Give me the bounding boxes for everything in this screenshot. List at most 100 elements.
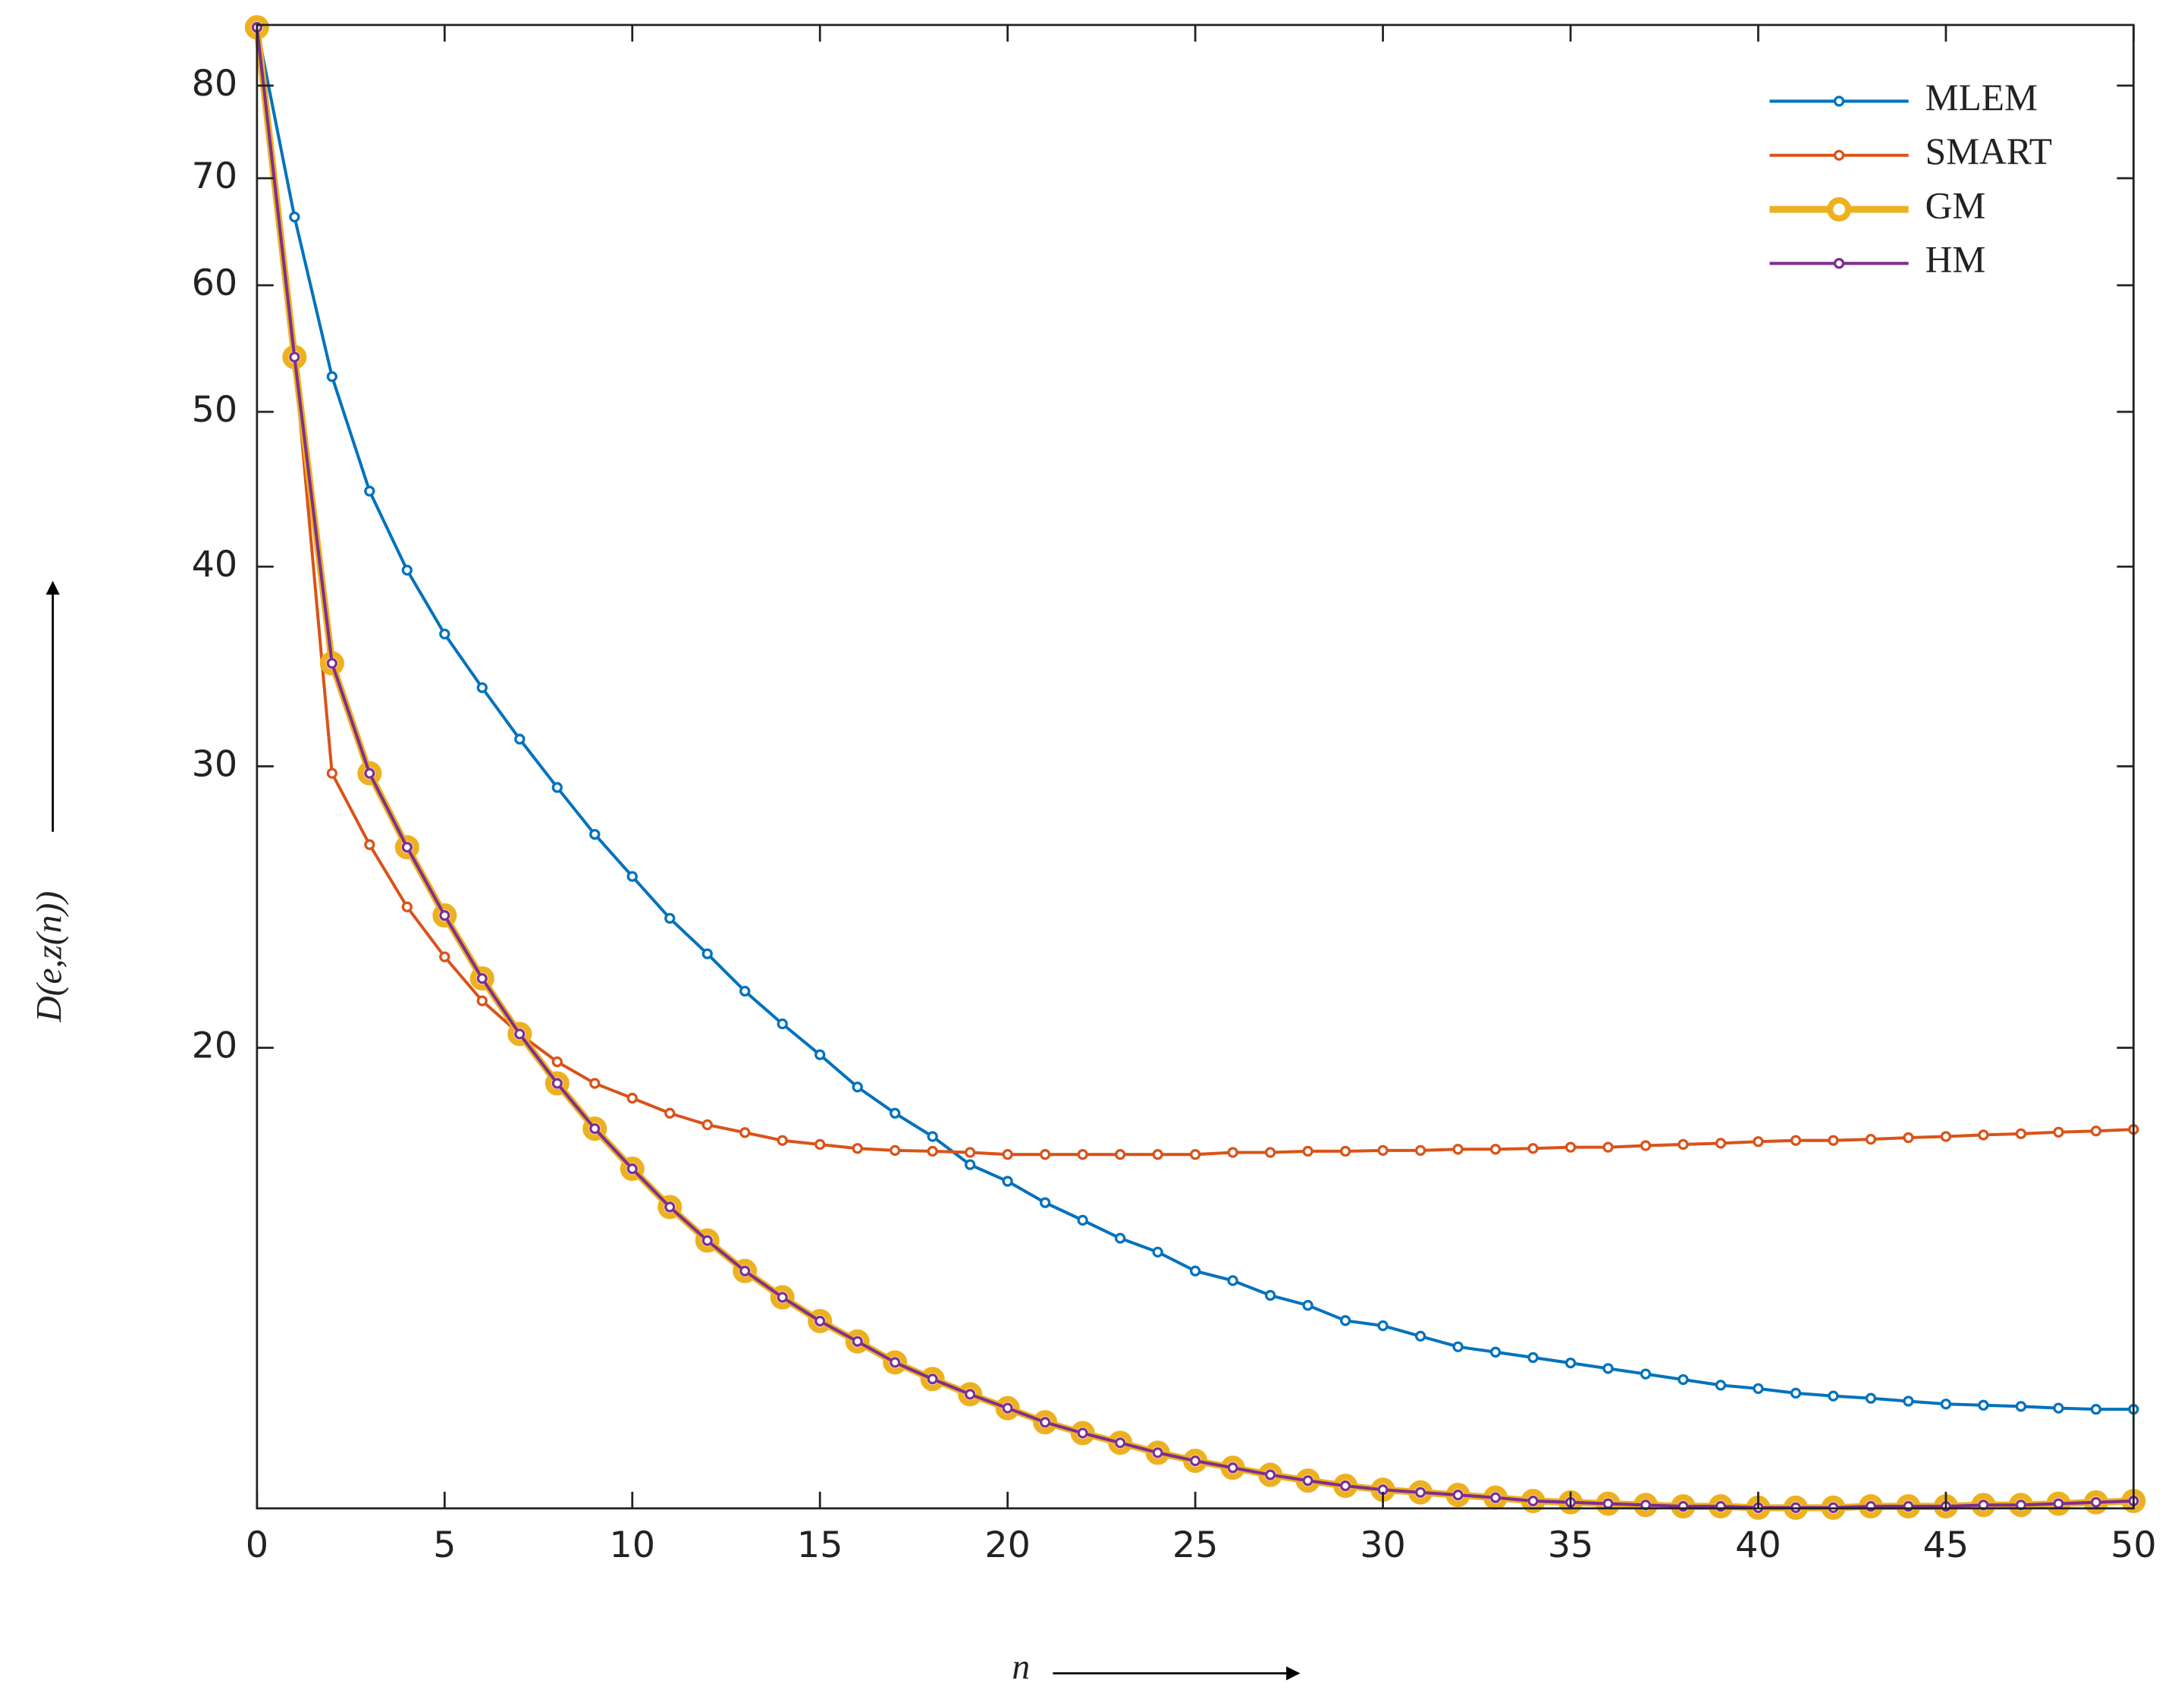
point: [551, 1056, 563, 1068]
point: [1715, 1380, 1727, 1391]
point: [514, 1028, 526, 1040]
point: [1264, 1147, 1276, 1158]
point: [1677, 1374, 1689, 1386]
point: [1077, 1427, 1088, 1439]
point: [1564, 1141, 1577, 1153]
x-tick-label: 0: [246, 1524, 268, 1566]
point: [1339, 1145, 1351, 1157]
axes-box: [256, 24, 2135, 1510]
point: [514, 733, 526, 745]
legend-label: GM: [1925, 184, 1986, 226]
point: [1227, 1462, 1238, 1474]
y-tick-label: 40: [192, 544, 238, 586]
point: [326, 371, 337, 382]
point: [1189, 1265, 1201, 1276]
point: [1940, 1399, 1952, 1410]
point: [2053, 1402, 2064, 1414]
point: [439, 951, 450, 962]
point: [1114, 1437, 1126, 1449]
point: [1677, 1138, 1689, 1151]
point: [1227, 1275, 1238, 1286]
point: [589, 828, 601, 840]
point: [364, 485, 375, 497]
point: [1077, 1214, 1088, 1226]
x-tick-label: 40: [1735, 1524, 1781, 1566]
point: [965, 1159, 976, 1170]
point: [664, 1107, 676, 1119]
point: [1040, 1197, 1051, 1208]
point: [2015, 1128, 2027, 1139]
point: [852, 1082, 863, 1093]
point: [2090, 1404, 2102, 1415]
legend-label: SMART: [1925, 130, 2052, 172]
point: [1527, 1143, 1539, 1154]
point: [401, 901, 413, 912]
point: [1753, 1383, 1764, 1394]
point: [1152, 1149, 1163, 1160]
point: [1114, 1149, 1126, 1160]
point: [551, 1078, 563, 1089]
y-tick-label: 60: [192, 262, 238, 304]
point: [476, 972, 488, 984]
point: [289, 351, 300, 363]
point: [1302, 1299, 1313, 1311]
x-tick-label: 10: [609, 1524, 655, 1566]
point: [814, 1049, 826, 1060]
x-tick-label: 25: [1172, 1524, 1219, 1566]
legend-label: MLEM: [1925, 77, 2038, 118]
point: [1040, 1149, 1051, 1160]
point: [1002, 1149, 1013, 1160]
point: [1414, 1144, 1426, 1156]
point: [626, 1163, 638, 1175]
series-line: [255, 27, 2134, 1157]
point: [1452, 1144, 1464, 1155]
point: [589, 1078, 601, 1089]
point: [1189, 1149, 1201, 1160]
point: [439, 628, 450, 640]
y-axis-label: D(e,z(n)): [30, 891, 69, 1023]
point: [927, 1131, 938, 1142]
series-line: [255, 27, 2134, 1411]
y-tick-label: 20: [192, 1025, 238, 1067]
point: [965, 1389, 976, 1400]
point: [1640, 1368, 1652, 1380]
point: [890, 1107, 901, 1119]
point: [777, 1135, 788, 1146]
point: [2090, 1126, 2102, 1137]
point: [1527, 1352, 1539, 1364]
point: [401, 841, 413, 853]
point: [1302, 1145, 1313, 1157]
point: [2015, 1401, 2027, 1412]
point: [965, 1147, 976, 1158]
point: [852, 1336, 863, 1347]
point: [476, 682, 488, 693]
point: [1564, 1357, 1577, 1369]
point: [664, 912, 676, 924]
point: [626, 1092, 638, 1104]
point: [1452, 1341, 1464, 1352]
point: [439, 909, 450, 922]
legend-marker: [1833, 96, 1845, 107]
point: [890, 1357, 901, 1368]
point: [1377, 1320, 1389, 1332]
x-axis-label: n: [1012, 1648, 1030, 1688]
x-tick-label: 45: [1923, 1524, 1969, 1566]
point: [1940, 1131, 1952, 1142]
point: [626, 871, 638, 882]
point: [1227, 1147, 1238, 1158]
x-tick-label: 15: [797, 1524, 843, 1566]
point: [1489, 1144, 1502, 1155]
point: [777, 1018, 788, 1030]
point: [1753, 1136, 1764, 1148]
point: [1715, 1138, 1727, 1149]
point: [1602, 1141, 1614, 1153]
point: [1865, 1133, 1877, 1145]
point: [1339, 1480, 1351, 1492]
point: [927, 1145, 938, 1157]
point: [927, 1374, 938, 1385]
point: [1602, 1363, 1614, 1374]
point: [326, 658, 337, 669]
point: [1903, 1132, 1914, 1144]
